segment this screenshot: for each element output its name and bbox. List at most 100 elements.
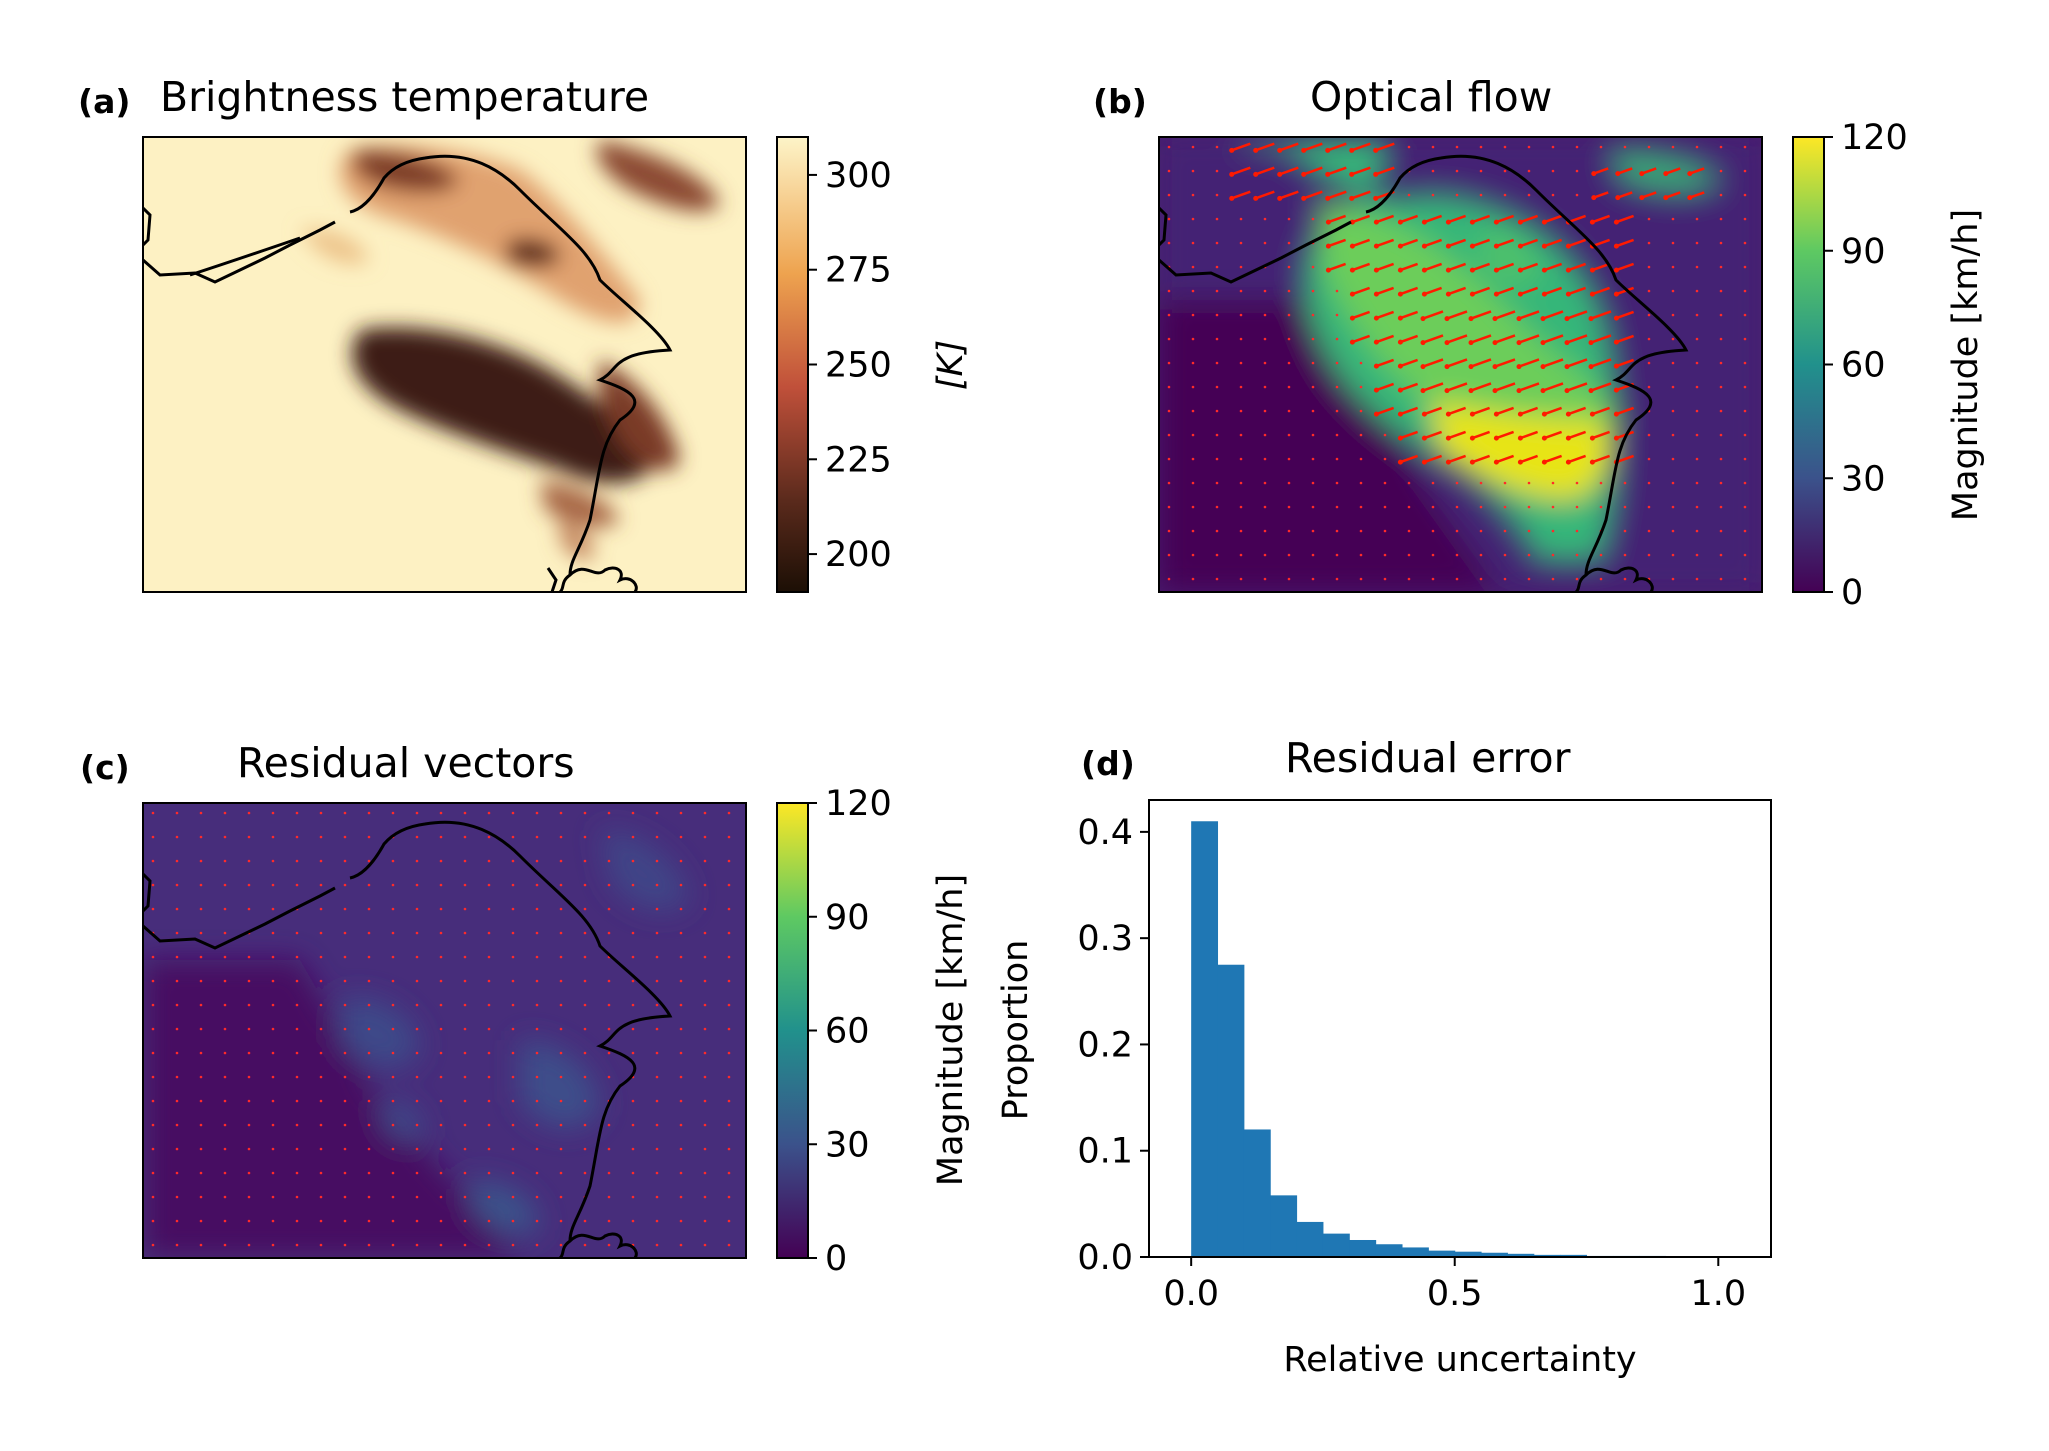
panel-b-vector xyxy=(1420,316,1426,322)
panel-c-vector xyxy=(415,1123,419,1127)
panel-c-vector xyxy=(559,1123,563,1127)
panel-c-vector xyxy=(631,1195,635,1199)
panel-b-vector xyxy=(1494,382,1516,392)
panel-b-vector xyxy=(1519,406,1539,416)
panel-c-vector xyxy=(535,859,539,863)
panel-b-vector xyxy=(1311,433,1315,437)
panel-b-vector xyxy=(1575,577,1579,581)
panel-c-vector xyxy=(511,835,515,839)
panel-b-vector xyxy=(1647,289,1651,293)
panel-c-vector xyxy=(247,955,251,959)
panel-c-vector xyxy=(391,1099,395,1103)
panel-b-vector xyxy=(1397,267,1403,273)
panel-b-vector xyxy=(1743,337,1747,341)
panel-c-vector xyxy=(391,1195,395,1199)
panel-c-vector xyxy=(271,1171,275,1175)
panel-b-vector xyxy=(1517,243,1523,249)
panel-c-vector xyxy=(343,1147,347,1151)
panel-b-vector xyxy=(1615,262,1635,272)
panel-c-vector xyxy=(367,1195,371,1199)
panel-b-vector xyxy=(1215,313,1219,317)
histogram-bar xyxy=(1454,1251,1482,1257)
panel-b-vector xyxy=(1446,382,1468,392)
panel-b-vector xyxy=(1543,286,1563,296)
panel-c-vector xyxy=(175,931,179,935)
panel-b-vector xyxy=(1215,457,1219,461)
histogram-bar xyxy=(1507,1253,1535,1257)
panel-b-vector xyxy=(1671,433,1675,437)
panel-c-vector xyxy=(607,907,611,911)
panel-b-vector xyxy=(1215,481,1219,485)
panel-b-vector xyxy=(1447,262,1467,272)
panel-c-vector xyxy=(535,1171,539,1175)
panel-a-cbar-tick-label: 300 xyxy=(825,156,892,196)
panel-c-vector xyxy=(463,1171,467,1175)
panel-b-vector xyxy=(1287,361,1291,365)
panel-b-vector xyxy=(1167,577,1171,581)
panel-b-vector xyxy=(1167,217,1171,221)
panel-b-vector xyxy=(1373,219,1379,225)
panel-b-vector xyxy=(1311,577,1315,581)
panel-b-vector xyxy=(1590,310,1612,320)
panel-b-vector xyxy=(1239,361,1243,365)
panel-b-vector xyxy=(1231,166,1251,176)
panel-b-vector xyxy=(1492,340,1498,346)
panel-b-vector xyxy=(1455,553,1459,557)
panel-b-vector xyxy=(1327,238,1347,248)
panel-c-vector xyxy=(247,979,251,983)
panel-b-vector xyxy=(1287,457,1291,461)
panel-b-vector xyxy=(1215,361,1219,365)
panel-b-vector xyxy=(1455,145,1459,149)
panel-b-vector xyxy=(1695,529,1699,533)
panel-c-vector xyxy=(535,1123,539,1127)
panel-c-vector xyxy=(583,859,587,863)
panel-b-vector xyxy=(1359,433,1363,437)
panel-b-vector xyxy=(1279,142,1299,152)
panel-c-vector xyxy=(511,1051,515,1055)
panel-b-vector xyxy=(1397,219,1403,225)
panel-b-vector xyxy=(1287,265,1291,269)
panel-c-vector xyxy=(535,1027,539,1031)
panel-b-vector xyxy=(1335,433,1339,437)
panel-c-vector xyxy=(655,1003,659,1007)
panel-c-vector xyxy=(439,979,443,983)
panel-b-vector xyxy=(1325,171,1331,177)
panel-b-vector xyxy=(1351,262,1371,272)
panel-b-vector xyxy=(1397,411,1403,417)
panel-c-vector xyxy=(367,859,371,863)
panel-b-vector xyxy=(1671,241,1675,245)
panel-b-vector xyxy=(1359,577,1363,581)
panel-c-vector xyxy=(679,1099,683,1103)
panel-b-vector xyxy=(1471,430,1491,440)
panel-b-vector xyxy=(1263,529,1267,533)
panel-b-vector xyxy=(1311,265,1315,269)
panel-c-vector xyxy=(535,1219,539,1223)
panel-b-vector xyxy=(1167,145,1171,149)
panel-b-vector xyxy=(1613,435,1619,441)
panel-b-vector xyxy=(1311,361,1315,365)
panel-d-ticks: 0.0 0.5 1.0 0.0 0.1 0.2 0.3 0.4 xyxy=(1077,813,1746,1314)
panel-c-vector xyxy=(199,931,203,935)
panel-b-vector xyxy=(1743,409,1747,413)
panel-b-vector xyxy=(1423,406,1443,416)
panel-b-vector xyxy=(1470,382,1492,392)
panel-c-vector xyxy=(487,907,491,911)
histogram-bar xyxy=(1191,821,1219,1257)
panel-c-vector xyxy=(631,811,635,815)
panel-b-vector xyxy=(1421,267,1427,273)
panel-b-vector xyxy=(1301,147,1307,153)
panel-b-vector xyxy=(1215,265,1219,269)
panel-b-vector xyxy=(1565,459,1571,465)
panel-b-vector xyxy=(1191,553,1195,557)
panel-c-vector xyxy=(607,1003,611,1007)
panel-b-vector xyxy=(1383,457,1387,461)
panel-c-vector xyxy=(295,1147,299,1151)
panel-b-vector xyxy=(1479,193,1483,197)
panel-b-vector xyxy=(1351,238,1371,248)
histogram-bar xyxy=(1349,1239,1377,1257)
panel-b-vector xyxy=(1327,214,1347,224)
panel-b-vector xyxy=(1253,147,1259,153)
panel-c-vector xyxy=(463,1123,467,1127)
panel-c-vector xyxy=(175,1099,179,1103)
panel-b-vector xyxy=(1566,358,1588,368)
